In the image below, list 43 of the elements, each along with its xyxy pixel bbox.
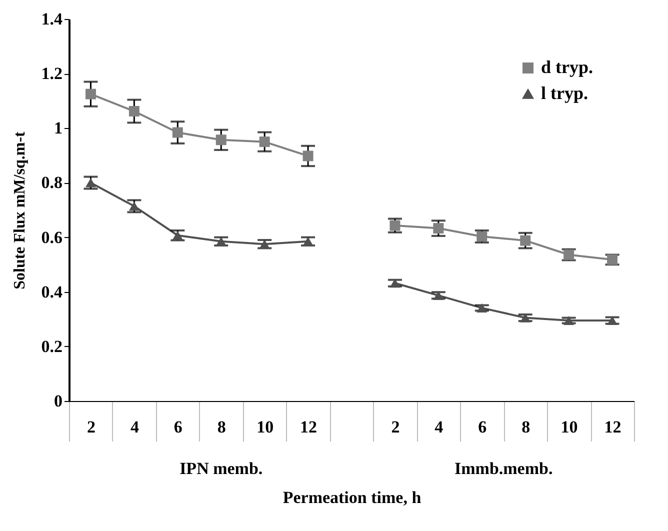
y-tick-label: 0.4 bbox=[41, 282, 63, 302]
point bbox=[390, 278, 400, 288]
y-tick-label: 0.6 bbox=[41, 228, 62, 247]
point bbox=[302, 150, 314, 162]
point bbox=[607, 316, 618, 326]
x-tick-label: 12 bbox=[300, 418, 318, 436]
x-axis-title: Permeation time, h bbox=[282, 488, 422, 507]
point bbox=[128, 106, 140, 116]
x-tick-label: 6 bbox=[174, 418, 182, 436]
x-tick-label: 2 bbox=[391, 418, 400, 436]
point bbox=[259, 136, 270, 148]
point bbox=[390, 220, 400, 231]
x-tick-label: 10 bbox=[560, 418, 578, 436]
point bbox=[85, 178, 96, 188]
x-tick-label: 4 bbox=[130, 418, 140, 436]
point bbox=[476, 303, 488, 312]
y-tick-label: 1.2 bbox=[41, 64, 62, 84]
point bbox=[216, 134, 226, 146]
x-tick-label: 8 bbox=[522, 418, 530, 436]
x-tick-label: 2 bbox=[86, 418, 96, 436]
x-tick-label: 12 bbox=[604, 418, 622, 436]
point bbox=[520, 235, 531, 246]
legend-label: d tryp. bbox=[541, 57, 594, 77]
y-tick-label: 0 bbox=[54, 392, 62, 410]
x-tick-label: 8 bbox=[217, 418, 226, 436]
point bbox=[433, 290, 444, 300]
legend-label: l tryp. bbox=[541, 83, 588, 103]
point bbox=[128, 202, 140, 211]
y-axis-title: Solute Flux mM/sq.m-t bbox=[11, 130, 28, 290]
x-tick-label: 4 bbox=[434, 418, 444, 436]
point bbox=[172, 127, 183, 138]
point bbox=[520, 313, 531, 322]
point bbox=[433, 223, 444, 234]
point bbox=[85, 88, 96, 100]
point bbox=[564, 316, 574, 326]
y-tick-label: 1 bbox=[54, 118, 62, 138]
text: Immb.memb. bbox=[454, 459, 553, 478]
y-tick-label: 1.4 bbox=[41, 10, 63, 28]
y-tick-label: 0.2 bbox=[41, 336, 62, 356]
y-tick-label: 0.8 bbox=[41, 173, 62, 192]
x-tick-label: 6 bbox=[478, 418, 487, 436]
text: IPN memb. bbox=[180, 459, 263, 478]
x-tick-label: 10 bbox=[256, 418, 274, 436]
